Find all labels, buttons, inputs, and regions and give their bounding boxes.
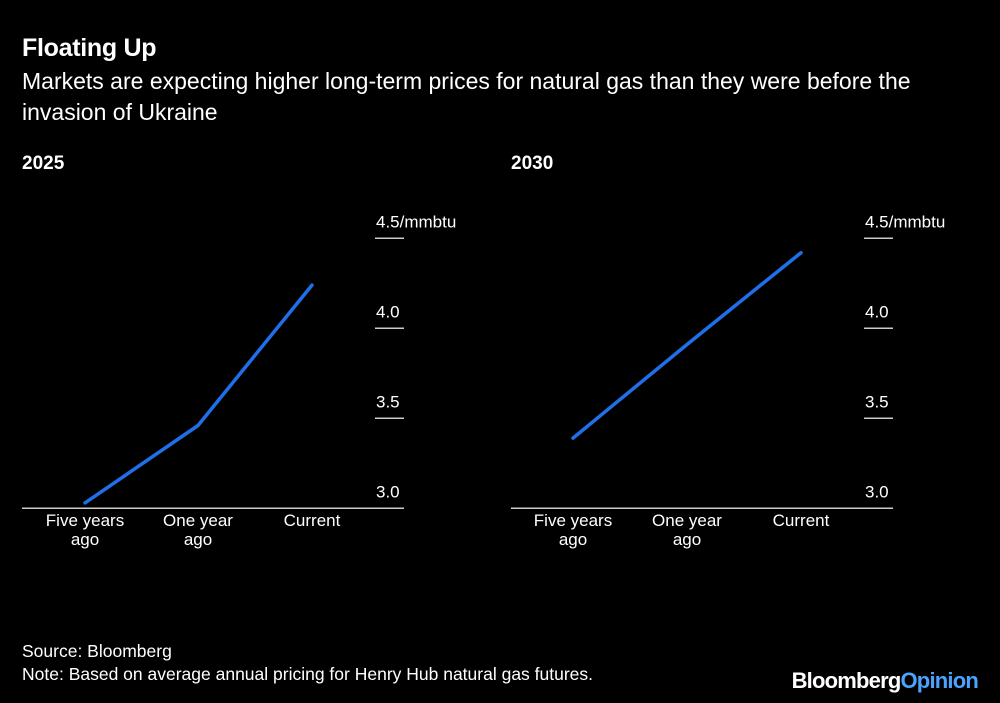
series-line bbox=[571, 250, 803, 440]
x-tick-label: Current bbox=[284, 511, 341, 530]
panel-title-2030: 2030 bbox=[511, 153, 554, 174]
y-tick-label: 4.5/mmbtu bbox=[865, 212, 945, 231]
x-tick-label: Current bbox=[773, 511, 830, 530]
y-tick-label: 3.0 bbox=[376, 482, 400, 501]
y-tick-label: 3.5 bbox=[865, 392, 889, 411]
x-tick-label: Five years bbox=[534, 511, 612, 530]
y-tick-label: 3.0 bbox=[865, 482, 889, 501]
x-tick-label: One year bbox=[652, 511, 722, 530]
source-notes: Source: Bloomberg Note: Based on average… bbox=[22, 640, 593, 686]
series-line bbox=[83, 283, 314, 505]
y-tick-label: 4.0 bbox=[865, 302, 889, 321]
x-tick-label: ago bbox=[559, 530, 587, 549]
panel-title-2025: 2025 bbox=[22, 153, 65, 174]
x-tick-label: Five years bbox=[46, 511, 124, 530]
bloomberg-opinion-logo: BloombergOpinion bbox=[791, 668, 979, 694]
chart-title: Floating Up bbox=[22, 34, 157, 62]
x-tick-label: ago bbox=[71, 530, 99, 549]
x-tick-label: ago bbox=[673, 530, 701, 549]
y-tick-label: 4.5/mmbtu bbox=[376, 212, 456, 231]
logo-accent: Opinion bbox=[900, 668, 979, 693]
note-text: Note: Based on average annual pricing fo… bbox=[22, 664, 594, 684]
x-tick-label: One year bbox=[163, 511, 233, 530]
source-text: Source: Bloomberg bbox=[22, 641, 172, 661]
chart-subtitle: Markets are expecting higher long-term p… bbox=[22, 68, 911, 125]
y-tick-label: 3.5 bbox=[376, 392, 400, 411]
y-tick-label: 4.0 bbox=[376, 302, 400, 321]
logo-main: Bloomberg bbox=[791, 668, 902, 693]
x-tick-label: ago bbox=[184, 530, 212, 549]
